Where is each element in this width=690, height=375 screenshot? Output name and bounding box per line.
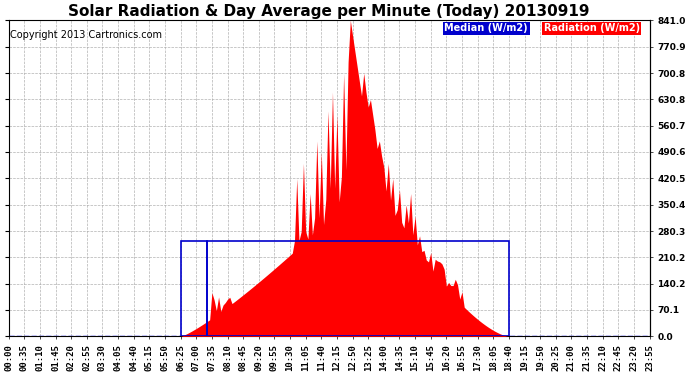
Text: Radiation (W/m2): Radiation (W/m2) (544, 24, 640, 33)
Bar (208, 241, 509, 336)
Text: Copyright 2013 Cartronics.com: Copyright 2013 Cartronics.com (10, 30, 162, 40)
Title: Solar Radiation & Day Average per Minute (Today) 20130919: Solar Radiation & Day Average per Minute… (68, 4, 590, 19)
Text: Median (W/m2): Median (W/m2) (444, 24, 528, 33)
Bar (181, 241, 208, 336)
